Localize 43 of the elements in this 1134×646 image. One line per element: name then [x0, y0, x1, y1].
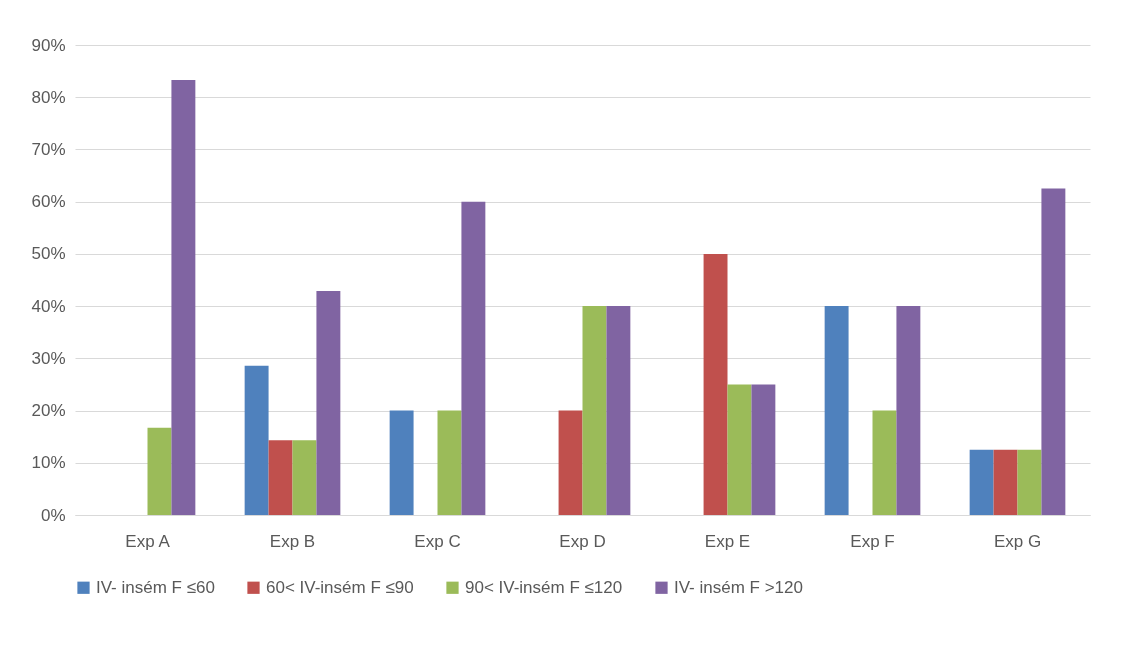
bar [872, 410, 897, 515]
legend-label: 90< IV-insém F ≤120 [465, 577, 623, 597]
bar [147, 427, 172, 515]
x-tick-label: Exp C [414, 531, 461, 551]
bar [268, 440, 293, 515]
bar [389, 410, 414, 515]
y-tick-label: 40% [31, 296, 66, 316]
legend-label: 60< IV-insém F ≤90 [266, 577, 414, 597]
y-tick-label: 60% [31, 192, 66, 212]
x-tick-label: Exp F [850, 531, 895, 551]
bar [316, 290, 341, 515]
legend-label: IV- insém F >120 [674, 577, 803, 597]
y-tick-label: 70% [31, 139, 66, 159]
bar [727, 384, 752, 515]
bar [993, 449, 1018, 515]
x-tick-label: Exp B [269, 531, 316, 551]
bar [171, 79, 196, 515]
bar [1017, 449, 1042, 515]
y-tick-label: 10% [31, 453, 66, 473]
bar [292, 440, 317, 515]
y-tick-label: 20% [31, 401, 66, 421]
legend-label: IV- insém F ≤60 [96, 577, 215, 597]
bar [558, 410, 583, 515]
bar [896, 306, 921, 515]
x-tick-label: Exp E [704, 531, 751, 551]
bar [703, 253, 728, 515]
bar [606, 306, 631, 515]
y-tick-label: 0% [40, 505, 66, 525]
bar [969, 449, 994, 515]
x-tick-label: Exp G [993, 531, 1042, 551]
bar [824, 306, 849, 515]
bar [582, 306, 607, 515]
y-tick-label: 90% [31, 35, 66, 55]
y-tick-label: 50% [31, 244, 66, 264]
bar [461, 201, 486, 515]
bar [244, 365, 269, 515]
x-tick-label: Exp D [559, 531, 606, 551]
bar [437, 410, 462, 515]
x-tick-label: Exp A [125, 531, 171, 551]
y-tick-label: 30% [31, 348, 66, 368]
y-tick-label: 80% [31, 87, 66, 107]
bar [1041, 188, 1066, 515]
bar [751, 384, 776, 515]
